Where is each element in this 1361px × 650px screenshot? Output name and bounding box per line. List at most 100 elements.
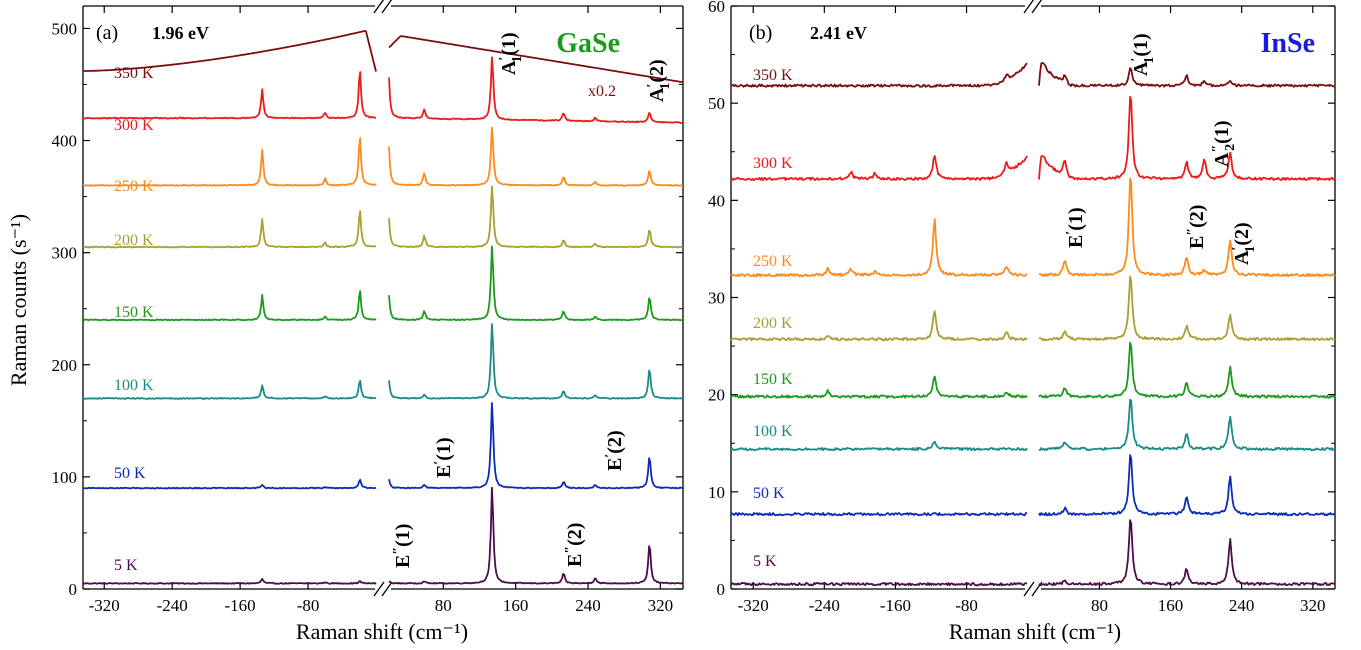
temperature-label: 350 K	[114, 65, 154, 82]
x-tick-label: -160	[225, 596, 256, 615]
x-tick-label: -240	[809, 596, 840, 615]
mode-label: E″(1)	[391, 524, 414, 568]
spectrum-300k-right	[1038, 95, 1336, 181]
x-axis-title-b: Raman shift (cm⁻¹)	[949, 619, 1121, 644]
spectrum-100k-right	[388, 323, 684, 400]
x-tick-label: 160	[1158, 596, 1184, 615]
spectrum-250k-right	[1038, 177, 1336, 278]
spectrum-300k-right	[388, 56, 684, 124]
temperature-label: 150 K	[114, 304, 154, 321]
temperature-label: 250 K	[114, 178, 154, 195]
spectrum-350k-right	[388, 35, 684, 84]
y-tick-label: 10	[708, 483, 725, 502]
y-tick-label: 0	[69, 580, 78, 599]
spectrum-350k-right	[1038, 62, 1336, 88]
spectrum-150k-right	[1038, 341, 1336, 399]
x-tick-label: 80	[1091, 596, 1108, 615]
spectrum-350k-left	[730, 62, 1028, 88]
temperature-label: 5 K	[753, 553, 777, 570]
spectrum-5k-right	[388, 486, 684, 585]
panel-tag: (b)	[749, 22, 772, 44]
spectrum-250k-left	[730, 218, 1028, 278]
x-tick-label: 160	[503, 596, 529, 615]
spectrum-100k-left	[730, 440, 1028, 452]
spectrum-200k-left	[730, 310, 1028, 342]
spectrum-300k-left	[730, 155, 1028, 182]
material-name: GaSe	[556, 28, 620, 59]
mode-label: E′(2)	[603, 430, 626, 471]
axis-break-mark-bottom	[1023, 581, 1035, 597]
y-tick-label: 30	[708, 289, 725, 308]
x-tick-label: 80	[435, 596, 452, 615]
spectrum-250k-left	[82, 137, 377, 187]
spectrum-100k-left	[82, 379, 377, 400]
spectrum-50k-left	[82, 478, 377, 490]
temperature-label: 300 K	[753, 155, 793, 172]
axis-break-mark-bottom	[373, 581, 385, 597]
temperature-label: 200 K	[114, 232, 154, 249]
spectrum-150k-left	[730, 375, 1028, 399]
axis-break-mark-top	[373, 0, 385, 14]
x-tick-label: -80	[955, 596, 978, 615]
x-tick-label: -320	[738, 596, 769, 615]
temperature-label: 300 K	[114, 117, 154, 134]
mode-label: A′1(2)	[645, 59, 673, 102]
panel-a-gase: 0 100 200 300 400 500 -320 -240 -160 -80 80 160 240 3…	[52, 0, 684, 615]
mode-label: E′(1)	[1064, 207, 1087, 248]
spectrum-5k-left	[730, 582, 1028, 587]
y-axis-title: Raman counts (s⁻¹)	[6, 214, 31, 386]
axis-break-mark-top	[1023, 0, 1035, 14]
x-tick-label: -240	[157, 596, 188, 615]
x-tick-label: -80	[297, 596, 320, 615]
x-tick-label: 320	[1300, 596, 1326, 615]
spectrum-200k-right	[388, 185, 684, 249]
temperature-label: 5 K	[114, 557, 138, 574]
x-tick-label: 240	[575, 596, 601, 615]
spectrum-250k-right	[388, 126, 684, 187]
y-tick-label: 40	[708, 191, 725, 210]
temperature-label: 50 K	[753, 485, 785, 502]
x-tick-label: -160	[880, 596, 911, 615]
spectrum-100k-right	[1038, 398, 1335, 452]
mode-label: E″(2)	[1185, 205, 1208, 249]
mode-label: A′1(1)	[497, 32, 525, 75]
y-tick-label: 300	[52, 244, 78, 263]
spectrum-350k-left	[83, 30, 377, 72]
temperature-label: 250 K	[753, 253, 793, 270]
axis-break-mark-top	[1031, 0, 1043, 14]
temperature-label: 200 K	[753, 315, 793, 332]
panel-tag: (a)	[96, 22, 118, 44]
y-tick-label: 0	[717, 580, 726, 599]
spectrum-200k-right	[1038, 275, 1336, 342]
temperature-label: 100 K	[753, 423, 793, 440]
y-tick-label: 500	[52, 19, 78, 38]
axis-break-mark-bottom	[381, 581, 393, 597]
spectrum-150k-left	[82, 290, 377, 322]
x-tick-label: -320	[89, 596, 120, 615]
x-tick-label: 320	[648, 596, 674, 615]
panel-b-inse: 0 10 20 30 40 50 60 -320 -240 -160 -80 80 160 240 320 3…	[708, 0, 1336, 615]
y-tick-label: 400	[52, 132, 78, 151]
temperature-label: 350 K	[753, 67, 793, 84]
spectrum-50k-left	[730, 512, 1028, 517]
temperature-label: 100 K	[114, 377, 154, 394]
material-name: InSe	[1261, 28, 1315, 59]
spectrum-50k-right	[388, 402, 683, 490]
mode-label: E″(2)	[563, 523, 586, 567]
excitation-energy: 2.41 eV	[810, 23, 867, 43]
mode-label: A′1(1)	[1129, 33, 1157, 76]
y-tick-label: 50	[708, 94, 725, 113]
spectrum-50k-right	[1038, 454, 1336, 517]
spectrum-5k-left	[82, 578, 377, 585]
y-tick-label: 60	[708, 0, 725, 16]
spectrum-5k-right	[1038, 519, 1336, 587]
spectrum-150k-right	[388, 245, 684, 322]
y-tick-label: 200	[52, 356, 78, 375]
temperature-label: 50 K	[114, 465, 146, 482]
mode-label: A′1(2)	[1230, 222, 1258, 265]
spectrum-200k-left	[82, 210, 377, 249]
mode-label: A″2(1)	[1210, 120, 1238, 167]
spectrum-300k-left	[82, 71, 377, 120]
